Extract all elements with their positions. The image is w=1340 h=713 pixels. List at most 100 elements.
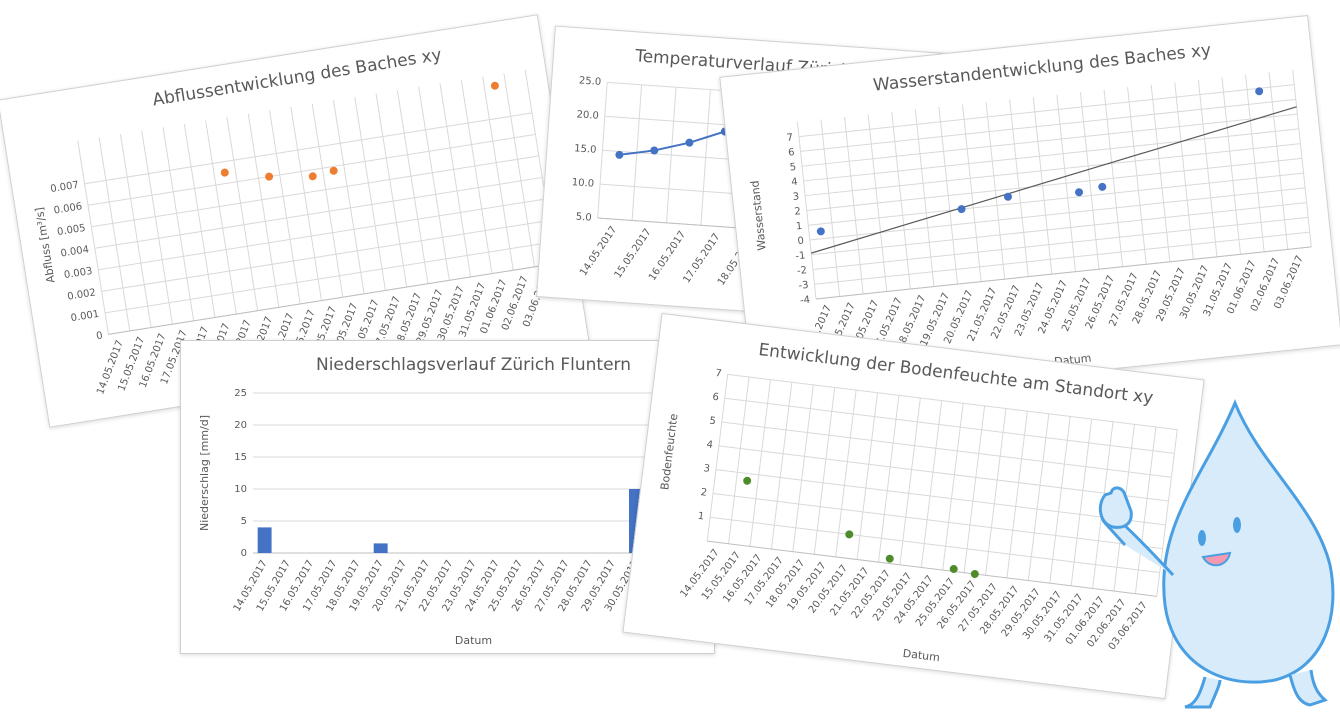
grid-line bbox=[91, 156, 538, 227]
y-tick-label: 0.005 bbox=[56, 223, 86, 238]
vertical-grid-line bbox=[814, 388, 834, 555]
y-tick-label: 0.002 bbox=[67, 287, 97, 302]
y-tick-label: 0.001 bbox=[70, 309, 100, 324]
y-axis-label: Bodenfeuchte bbox=[658, 413, 680, 491]
y-tick-label: -3 bbox=[798, 280, 809, 292]
y-tick-label: 4 bbox=[706, 439, 714, 451]
y-tick-label: -1 bbox=[795, 250, 806, 262]
y-tick-label: 5.0 bbox=[575, 212, 592, 224]
y-tick-label: 3 bbox=[792, 191, 799, 203]
y-tick-label: 20.0 bbox=[576, 109, 599, 122]
grid-line bbox=[95, 177, 542, 248]
collage: Abflussentwicklung des Baches xy00.0010.… bbox=[0, 0, 1340, 713]
point bbox=[329, 166, 338, 175]
y-tick-label: -2 bbox=[796, 265, 807, 277]
y-tick-label: 0.003 bbox=[63, 266, 93, 281]
grid-line bbox=[801, 99, 1296, 151]
grid-line bbox=[814, 232, 1309, 284]
vertical-grid-line bbox=[986, 409, 1006, 576]
chart-title: Niederschlagsverlauf Zürich Fluntern bbox=[316, 355, 631, 375]
vertical-grid-line bbox=[878, 395, 898, 562]
vertical-grid-line bbox=[1028, 414, 1048, 581]
y-tick-label: 5 bbox=[241, 516, 247, 527]
y-tick-label: 0.006 bbox=[53, 201, 83, 216]
point bbox=[845, 530, 854, 539]
point bbox=[1004, 192, 1013, 201]
y-tick-label: 25.0 bbox=[579, 75, 602, 88]
x-axis-label: Datum bbox=[902, 647, 941, 664]
y-tick-label: 6 bbox=[712, 392, 720, 404]
point bbox=[816, 227, 825, 236]
grid-line bbox=[85, 113, 532, 184]
grid-line bbox=[808, 173, 1303, 225]
vertical-grid-line bbox=[1050, 416, 1070, 583]
y-tick-label: 10 bbox=[234, 484, 247, 495]
bar bbox=[258, 527, 272, 553]
y-tick-label: 7 bbox=[715, 368, 723, 380]
y-tick-label: 5 bbox=[789, 162, 796, 174]
vertical-grid-line bbox=[857, 393, 877, 560]
y-tick-label: 0 bbox=[95, 330, 103, 342]
vertical-grid-line bbox=[921, 401, 941, 568]
y-tick-label: 25 bbox=[234, 388, 247, 399]
grid-line bbox=[98, 199, 545, 270]
grid-line bbox=[802, 114, 1297, 166]
y-axis-label: Wasserstand bbox=[748, 180, 768, 251]
water-drop-mascot bbox=[1085, 395, 1340, 713]
point bbox=[1098, 182, 1107, 191]
vertical-grid-line bbox=[836, 390, 856, 557]
grid-line bbox=[88, 134, 535, 205]
point bbox=[490, 81, 499, 90]
grid-line bbox=[811, 203, 1306, 255]
point bbox=[885, 554, 894, 563]
x-tick-label: 17.05.2017 bbox=[681, 232, 722, 286]
point bbox=[265, 172, 274, 181]
y-tick-label: -4 bbox=[800, 295, 811, 307]
vertical-grid-line bbox=[1007, 411, 1027, 578]
point bbox=[743, 476, 752, 485]
x-tick-label: 14.05.2017 bbox=[578, 224, 619, 278]
y-tick-label: 0 bbox=[241, 548, 247, 559]
point bbox=[308, 172, 317, 181]
x-tick-label: 16.05.2017 bbox=[647, 229, 688, 283]
y-tick-label: 1 bbox=[697, 511, 705, 523]
y-tick-label: 6 bbox=[788, 147, 795, 159]
vertical-grid-line bbox=[793, 385, 813, 552]
y-tick-label: 2 bbox=[700, 487, 708, 499]
point bbox=[957, 205, 966, 214]
vertical-grid-line bbox=[943, 403, 963, 570]
x-axis-label: Datum bbox=[455, 634, 492, 647]
y-tick-label: 10.0 bbox=[571, 177, 594, 190]
y-tick-label: 0.007 bbox=[50, 180, 80, 195]
vertical-grid-line bbox=[750, 380, 770, 547]
y-tick-label: 2 bbox=[794, 206, 801, 218]
y-tick-label: 7 bbox=[786, 132, 793, 144]
grid-line bbox=[807, 158, 1302, 210]
y-tick-label: 5 bbox=[709, 416, 717, 428]
point bbox=[1075, 188, 1084, 197]
y-tick-label: 15 bbox=[234, 452, 247, 463]
y-tick-label: 1 bbox=[795, 221, 802, 233]
grid-line bbox=[805, 144, 1300, 196]
point bbox=[685, 138, 694, 147]
vertical-grid-line bbox=[964, 406, 984, 573]
vertical-grid-line bbox=[900, 398, 920, 565]
y-axis-label: Abfluss [m³/s] bbox=[33, 206, 58, 284]
bar bbox=[374, 543, 388, 553]
y-axis-label: Niederschlag [mm/d] bbox=[198, 415, 211, 531]
vertical-grid-line bbox=[729, 377, 749, 544]
x-tick-label: 15.05.2017 bbox=[613, 227, 654, 281]
grid-line bbox=[813, 217, 1308, 269]
vertical-grid-line bbox=[771, 382, 791, 549]
grid-line bbox=[102, 220, 549, 291]
chart-title: Wasserstandentwicklung des Baches xy bbox=[872, 40, 1212, 95]
point bbox=[220, 168, 229, 177]
y-tick-label: 15.0 bbox=[574, 143, 597, 156]
grid-line bbox=[804, 129, 1299, 181]
y-tick-label: 0.004 bbox=[60, 244, 90, 259]
y-tick-label: 4 bbox=[791, 177, 798, 189]
y-tick-label: 0 bbox=[797, 236, 804, 248]
y-tick-label: 20 bbox=[234, 420, 247, 431]
grid-line bbox=[105, 242, 552, 313]
grid-line bbox=[810, 188, 1305, 240]
